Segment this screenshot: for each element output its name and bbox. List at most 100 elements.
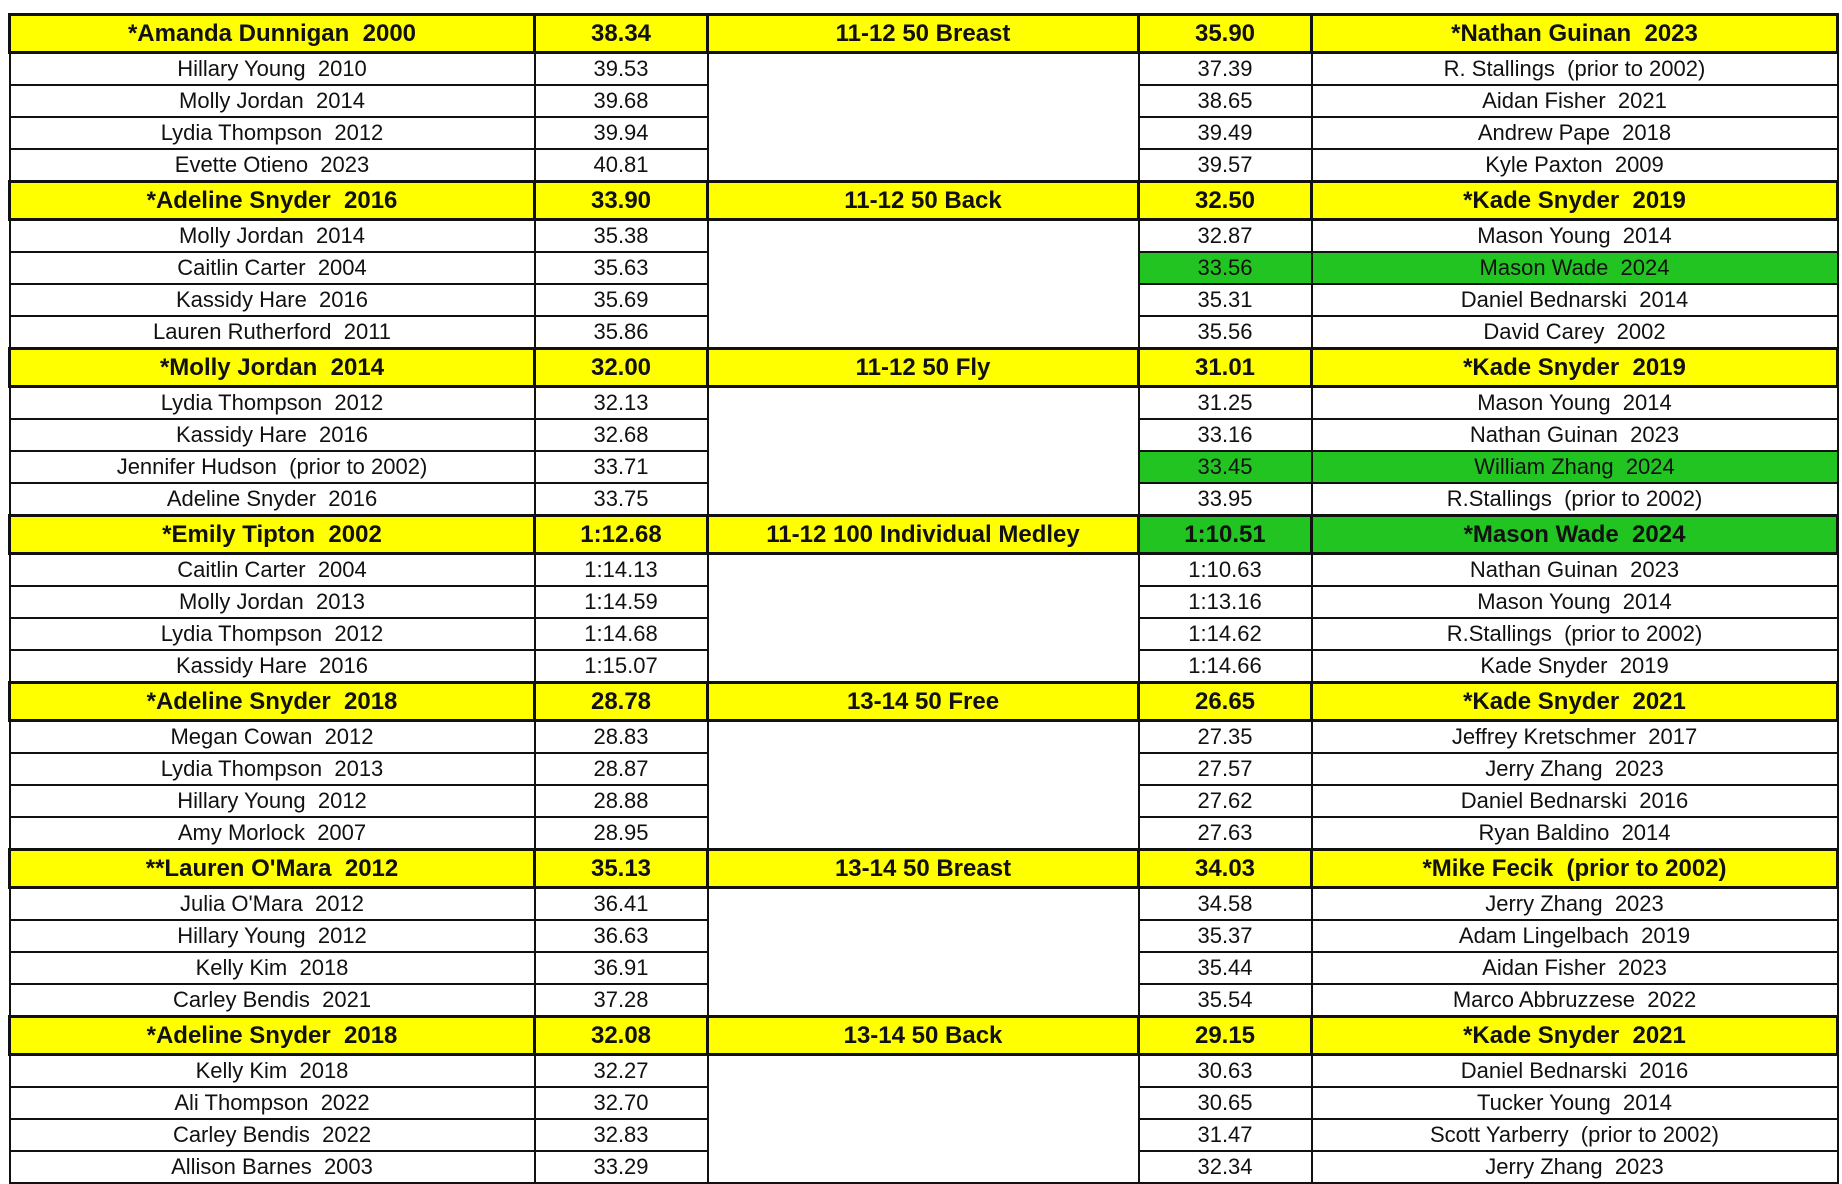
girls-time-cell: 28.95 (533, 816, 709, 851)
girls-swimmer-cell: *Adeline Snyder 2018 (8, 681, 536, 722)
table-row: Kassidy Hare 2016 35.69 35.31 Daniel Bednar… (8, 283, 1839, 317)
girls-time-cell: 32.68 (533, 418, 709, 452)
boys-swimmer-cell: Jerry Zhang 2023 (1310, 1150, 1839, 1184)
boys-swimmer-cell: Mason Wade 2024 (1310, 251, 1839, 285)
event-blank-cell (706, 552, 1140, 684)
event-blank-cell (706, 385, 1140, 517)
girls-time-cell: 28.87 (533, 752, 709, 786)
record-row: *Molly Jordan 2014 32.00 11-12 50 Fly 31.01… (8, 347, 1839, 388)
boys-swimmer-cell: Jerry Zhang 2023 (1310, 752, 1839, 786)
boys-time-cell: 27.57 (1137, 752, 1313, 786)
girls-time-cell: 33.29 (533, 1150, 709, 1184)
girls-time-cell: 33.75 (533, 482, 709, 517)
girls-swimmer-cell: Lydia Thompson 2012 (8, 385, 536, 420)
boys-swimmer-cell: Jeffrey Kretschmer 2017 (1310, 719, 1839, 754)
table-row: Evette Otieno 2023 40.81 39.57 Kyle Paxton … (8, 148, 1839, 183)
table-row: Lydia Thompson 2012 32.13 31.25 Mason Young… (8, 385, 1839, 517)
table-row: Julia O'Mara 2012 36.41 34.58 Jerry Zhang 2… (8, 886, 1839, 1018)
record-row: *Emily Tipton 2002 1:12.68 11-12 100 Indiv… (8, 514, 1839, 555)
event-blank-cell (706, 51, 1140, 183)
boys-swimmer-cell: Ryan Baldino 2014 (1310, 816, 1839, 851)
girls-swimmer-cell: Allison Barnes 2003 (8, 1150, 536, 1184)
boys-swimmer-cell: Kyle Paxton 2009 (1310, 148, 1839, 183)
girls-time-cell: 1:12.68 (533, 514, 709, 555)
girls-swimmer-cell: *Molly Jordan 2014 (8, 347, 536, 388)
boys-time-cell: 34.03 (1137, 848, 1313, 889)
boys-time-cell: 38.65 (1137, 84, 1313, 118)
event-blank-cell (706, 1053, 1140, 1184)
boys-swimmer-cell: Daniel Bednarski 2016 (1310, 1053, 1839, 1088)
boys-time-cell: 31.01 (1137, 347, 1313, 388)
boys-swimmer-cell: *Kade Snyder 2019 (1310, 180, 1839, 221)
boys-time-cell: 33.16 (1137, 418, 1313, 452)
girls-swimmer-cell: Adeline Snyder 2016 (8, 482, 536, 517)
event-name-cell: 11-12 50 Breast (706, 13, 1140, 54)
girls-swimmer-cell: Carley Bendis 2022 (8, 1118, 536, 1152)
boys-time-cell: 37.39 (1137, 51, 1313, 86)
boys-swimmer-cell: *Kade Snyder 2021 (1310, 1015, 1839, 1056)
boys-swimmer-cell: Nathan Guinan 2023 (1310, 552, 1839, 587)
girls-time-cell: 35.86 (533, 315, 709, 350)
boys-swimmer-cell: Daniel Bednarski 2014 (1310, 283, 1839, 317)
table-row: Lydia Thompson 2013 28.87 27.57 Jerry Zhang… (8, 752, 1839, 786)
boys-swimmer-cell: Mason Young 2014 (1310, 585, 1839, 619)
boys-swimmer-cell: Mason Young 2014 (1310, 385, 1839, 420)
girls-time-cell: 32.08 (533, 1015, 709, 1056)
boys-swimmer-cell: Scott Yarberry (prior to 2002) (1310, 1118, 1839, 1152)
girls-swimmer-cell: *Amanda Dunnigan 2000 (8, 13, 536, 54)
girls-time-cell: 28.83 (533, 719, 709, 754)
girls-time-cell: 1:14.13 (533, 552, 709, 587)
girls-time-cell: 39.94 (533, 116, 709, 150)
girls-swimmer-cell: Lauren Rutherford 2011 (8, 315, 536, 350)
table-row: Jennifer Hudson (prior to 2002) 33.71 33.4… (8, 450, 1839, 484)
table-row: Hillary Young 2012 28.88 27.62 Daniel Bedna… (8, 784, 1839, 818)
table-row: Amy Morlock 2007 28.95 27.63 Ryan Baldino 2… (8, 816, 1839, 851)
girls-swimmer-cell: Ali Thompson 2022 (8, 1086, 536, 1120)
girls-time-cell: 32.27 (533, 1053, 709, 1088)
boys-time-cell: 39.49 (1137, 116, 1313, 150)
record-row: *Adeline Snyder 2018 28.78 13-14 50 Free 26… (8, 681, 1839, 722)
table-row: Caitlin Carter 2004 1:14.13 1:10.63 Nathan … (8, 552, 1839, 684)
girls-time-cell: 40.81 (533, 148, 709, 183)
boys-swimmer-cell: R. Stallings (prior to 2002) (1310, 51, 1839, 86)
boys-swimmer-cell: *Kade Snyder 2021 (1310, 681, 1839, 722)
boys-time-cell: 1:10.51 (1137, 514, 1313, 555)
girls-time-cell: 38.34 (533, 13, 709, 54)
table-row: Molly Jordan 2013 1:14.59 1:13.16 Mason You… (8, 585, 1839, 619)
girls-swimmer-cell: Caitlin Carter 2004 (8, 251, 536, 285)
table-row: Hillary Young 2012 36.63 35.37 Adam Lingelb… (8, 919, 1839, 953)
event-name-cell: 11-12 50 Back (706, 180, 1140, 221)
girls-swimmer-cell: Molly Jordan 2013 (8, 585, 536, 619)
girls-swimmer-cell: *Adeline Snyder 2018 (8, 1015, 536, 1056)
girls-swimmer-cell: Lydia Thompson 2012 (8, 116, 536, 150)
girls-swimmer-cell: *Emily Tipton 2002 (8, 514, 536, 555)
boys-time-cell: 27.63 (1137, 816, 1313, 851)
records-table: *Amanda Dunnigan 2000 38.34 11-12 50 Breas… (8, 13, 1839, 1184)
girls-swimmer-cell: Kelly Kim 2018 (8, 1053, 536, 1088)
girls-time-cell: 1:15.07 (533, 649, 709, 684)
event-name-cell: 13-14 50 Breast (706, 848, 1140, 889)
table-row: Hillary Young 2010 39.53 37.39 R. Stallings… (8, 51, 1839, 183)
boys-swimmer-cell: *Kade Snyder 2019 (1310, 347, 1839, 388)
boys-time-cell: 30.65 (1137, 1086, 1313, 1120)
girls-time-cell: 28.88 (533, 784, 709, 818)
boys-swimmer-cell: William Zhang 2024 (1310, 450, 1839, 484)
table-row: Lauren Rutherford 2011 35.86 35.56 David Ca… (8, 315, 1839, 350)
boys-time-cell: 27.62 (1137, 784, 1313, 818)
girls-time-cell: 32.70 (533, 1086, 709, 1120)
boys-time-cell: 33.56 (1137, 251, 1313, 285)
boys-time-cell: 31.25 (1137, 385, 1313, 420)
boys-time-cell: 35.54 (1137, 983, 1313, 1018)
boys-time-cell: 30.63 (1137, 1053, 1313, 1088)
record-row: *Adeline Snyder 2016 33.90 11-12 50 Back 32… (8, 180, 1839, 221)
girls-swimmer-cell: Molly Jordan 2014 (8, 84, 536, 118)
boys-time-cell: 35.44 (1137, 951, 1313, 985)
girls-swimmer-cell: Kassidy Hare 2016 (8, 649, 536, 684)
girls-swimmer-cell: Hillary Young 2010 (8, 51, 536, 86)
boys-time-cell: 1:13.16 (1137, 585, 1313, 619)
girls-time-cell: 32.13 (533, 385, 709, 420)
girls-swimmer-cell: Amy Morlock 2007 (8, 816, 536, 851)
table-row: Kelly Kim 2018 36.91 35.44 Aidan Fisher 202… (8, 951, 1839, 985)
table-row: Kassidy Hare 2016 1:15.07 1:14.66 Kade Snyd… (8, 649, 1839, 684)
boys-swimmer-cell: David Carey 2002 (1310, 315, 1839, 350)
